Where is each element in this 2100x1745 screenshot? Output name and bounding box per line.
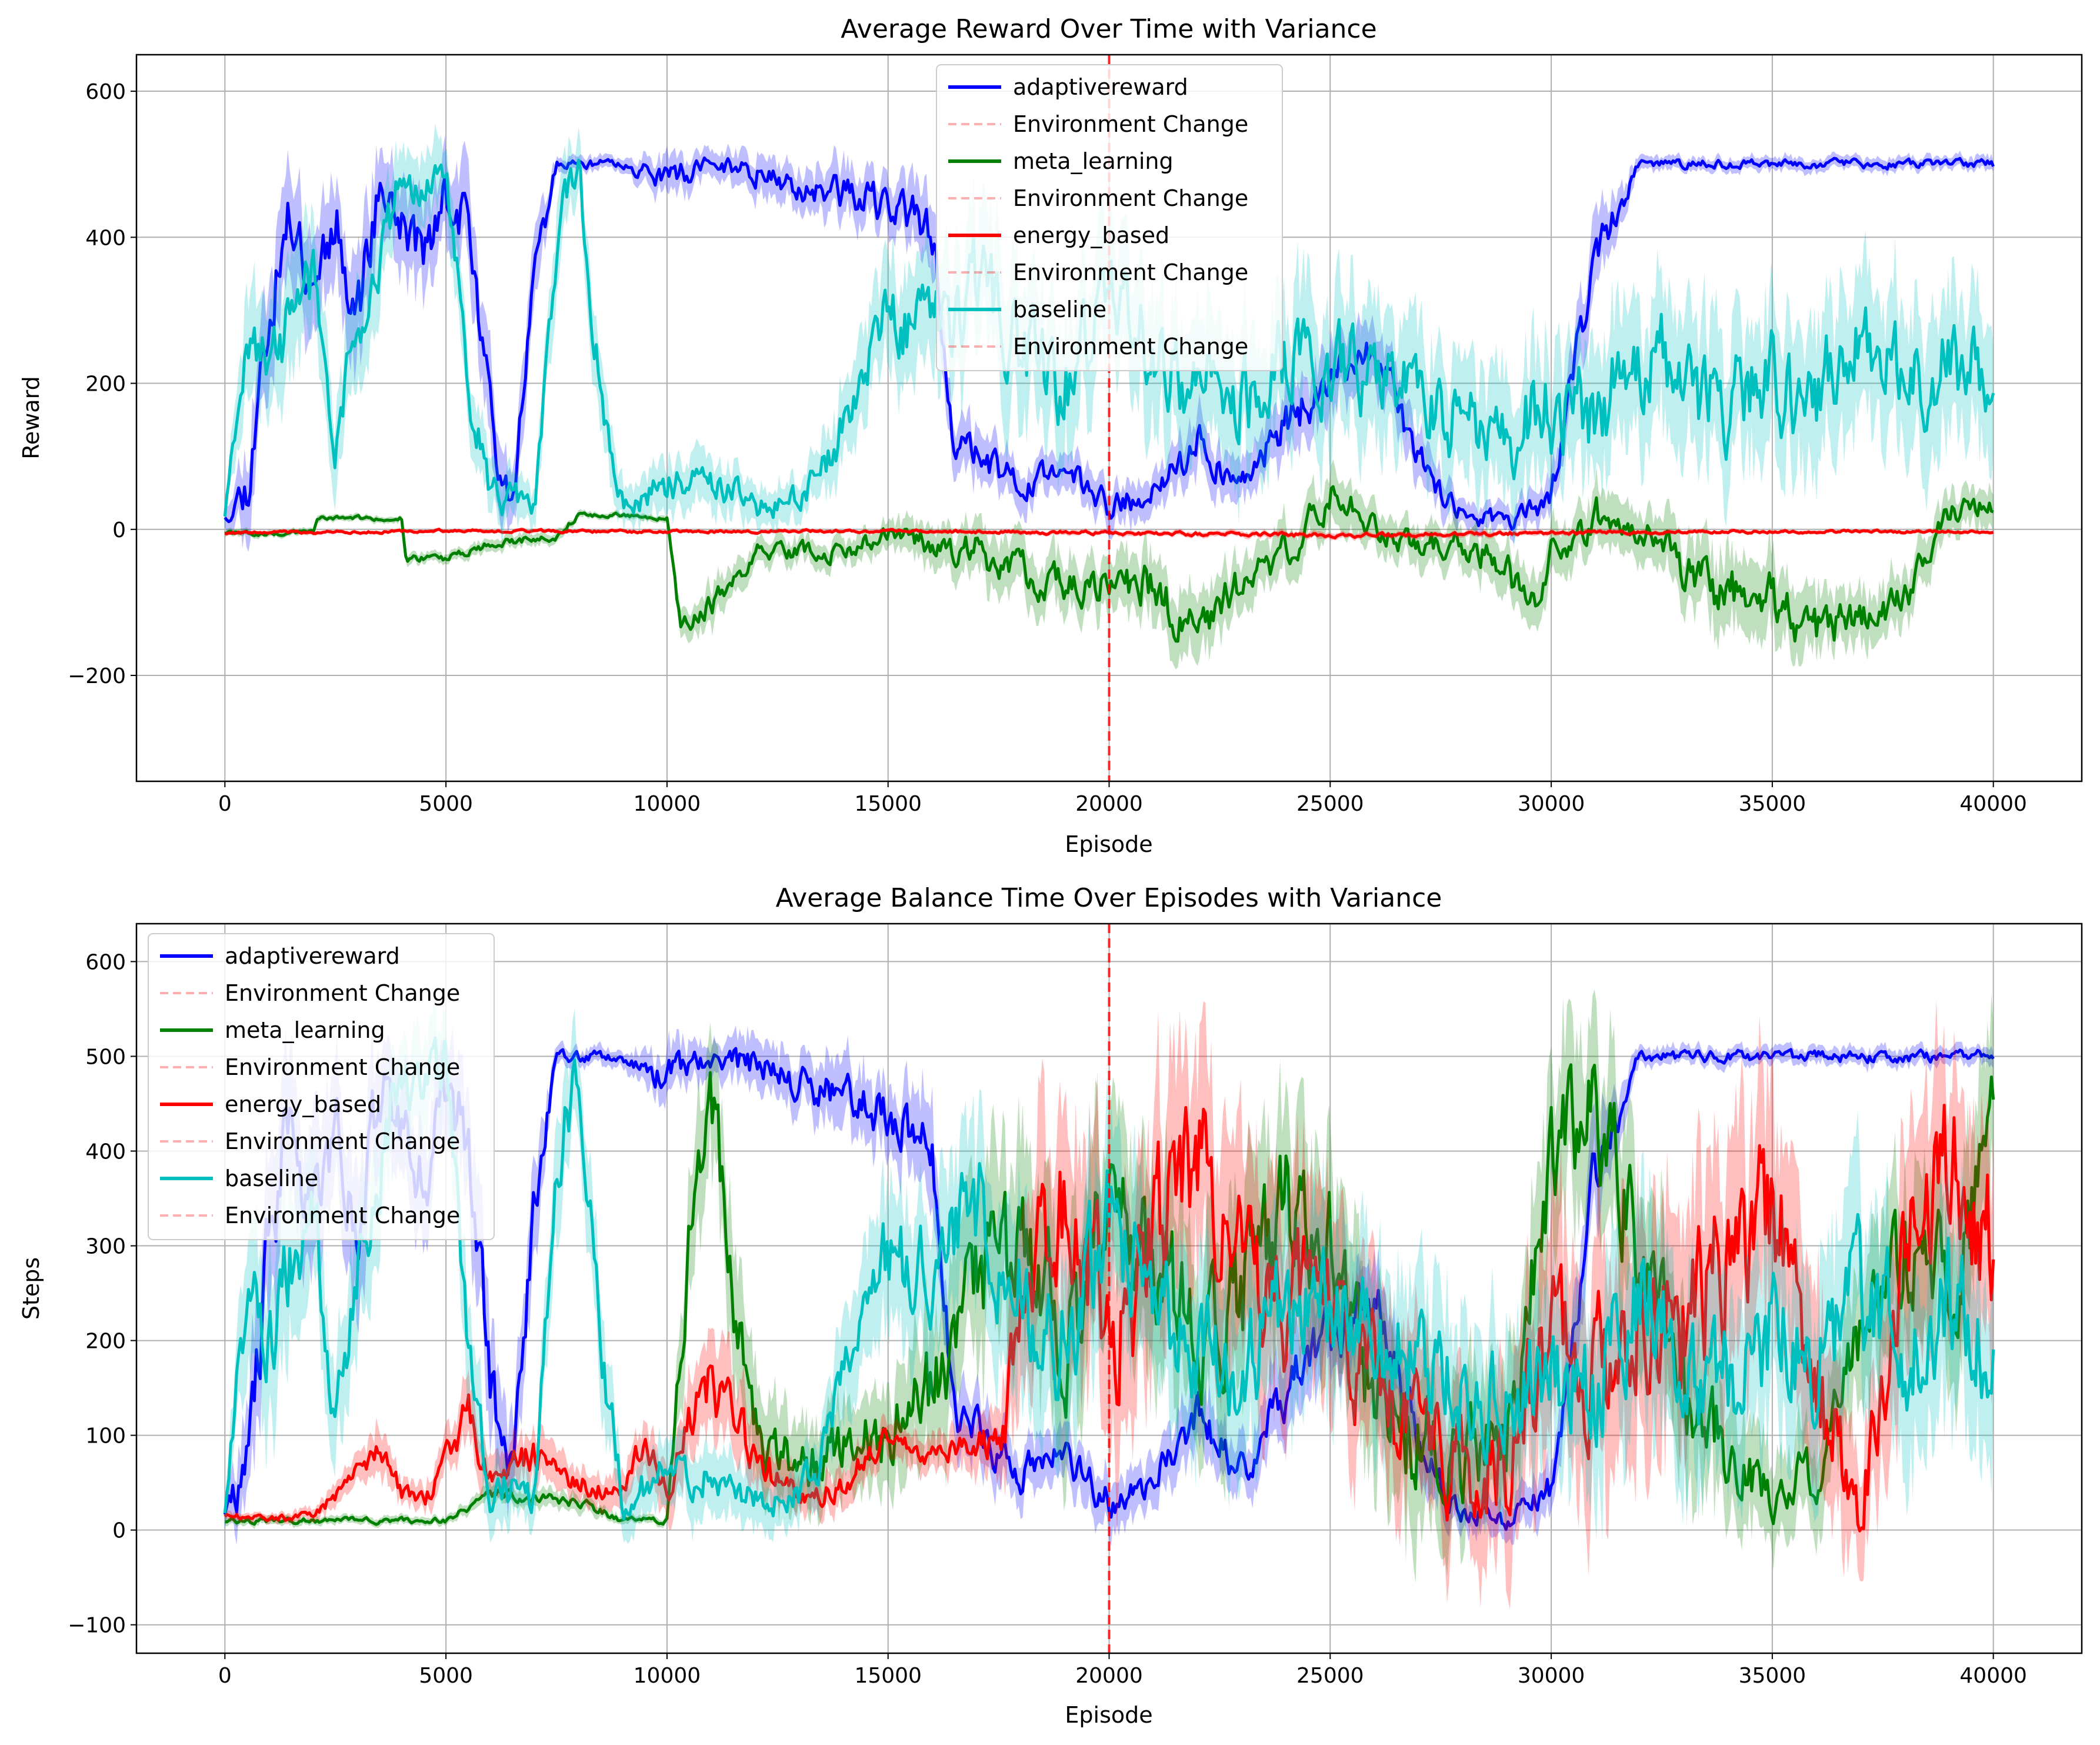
legend-label: baseline: [225, 1165, 318, 1191]
balance-y-ticks: −100 0 100 200 300 400 500 600: [68, 950, 136, 1638]
reward-x-axis-label: Episode: [1065, 831, 1152, 857]
x-tick-label: 15000: [854, 1664, 922, 1688]
reward-chart-title: Average Reward Over Time with Variance: [841, 14, 1376, 44]
x-tick-label: 20000: [1075, 1664, 1143, 1688]
legend-label: Environment Change: [225, 1203, 460, 1228]
legend-label: adaptivereward: [1013, 74, 1188, 100]
y-tick-label: 600: [85, 950, 126, 974]
balance-x-axis-label: Episode: [1065, 1702, 1152, 1728]
legend-box: [148, 933, 495, 1240]
x-tick-label: 10000: [634, 1664, 701, 1688]
legend-label: adaptivereward: [225, 943, 400, 969]
legend-label: baseline: [1013, 297, 1106, 322]
series-line-baseline: [223, 1036, 1995, 1521]
x-tick-label: 40000: [1959, 1664, 2027, 1688]
legend-label: Environment Change: [1013, 259, 1248, 285]
y-tick-label: 500: [85, 1045, 126, 1069]
x-tick-label: 30000: [1518, 792, 1585, 816]
legend-label: meta_learning: [225, 1017, 385, 1043]
x-tick-label: 20000: [1075, 792, 1143, 816]
y-tick-label: 0: [112, 518, 126, 542]
legend-label: Environment Change: [225, 1128, 460, 1154]
y-tick-label: 100: [85, 1424, 126, 1448]
y-tick-label: 200: [85, 1330, 126, 1354]
legend-label: Environment Change: [225, 1054, 460, 1080]
legend-label: Environment Change: [1013, 334, 1248, 359]
y-tick-label: 300: [85, 1235, 126, 1259]
y-tick-label: 0: [112, 1519, 126, 1543]
legend-label: Environment Change: [225, 980, 460, 1006]
reward-y-axis-label: Reward: [18, 376, 44, 459]
legend-label: energy_based: [1013, 222, 1169, 248]
series-line-meta_learning: [224, 485, 1994, 643]
reward-x-ticks: 0 5000 10000 15000 20000 25000 30000 35000 40000: [218, 781, 2027, 816]
x-tick-label: 5000: [419, 792, 473, 816]
reward-y-ticks: −200 0 200 400 600: [68, 80, 136, 688]
y-tick-label: −100: [68, 1614, 126, 1638]
legend-label: energy_based: [225, 1091, 381, 1117]
x-tick-label: 15000: [854, 792, 922, 816]
series-line-adaptivereward: [223, 1047, 1995, 1531]
legend-label: meta_learning: [1013, 148, 1174, 174]
balance-x-ticks: 0 5000 10000 15000 20000 25000 30000 35000 40000: [218, 1653, 2027, 1688]
x-tick-label: 30000: [1518, 1664, 1585, 1688]
series-band-meta_learning: [225, 459, 1994, 670]
reward-chart: Average Reward Over Time with Variance 0…: [18, 14, 2083, 857]
y-tick-label: −200: [68, 664, 126, 688]
balance-chart-title: Average Balance Time Over Episodes with …: [776, 883, 1442, 913]
reward-legend: adaptivereward Environment Change meta_lea…: [936, 64, 1283, 371]
y-tick-label: 400: [85, 226, 126, 250]
legend-label: Environment Change: [1013, 185, 1248, 211]
balance-y-axis-label: Steps: [18, 1257, 44, 1320]
x-tick-label: 10000: [634, 792, 701, 816]
balance-chart: Average Balance Time Over Episodes with …: [18, 883, 2083, 1728]
x-tick-label: 0: [218, 792, 232, 816]
legend-label: Environment Change: [1013, 111, 1248, 137]
legend-box: [936, 64, 1283, 371]
y-tick-label: 400: [85, 1140, 126, 1164]
x-tick-label: 5000: [419, 1664, 473, 1688]
x-tick-label: 25000: [1296, 792, 1364, 816]
x-tick-label: 35000: [1739, 1664, 1806, 1688]
y-tick-label: 600: [85, 80, 126, 104]
x-tick-label: 40000: [1959, 792, 2027, 816]
x-tick-label: 25000: [1296, 1664, 1364, 1688]
x-tick-label: 35000: [1739, 792, 1806, 816]
x-tick-label: 0: [218, 1664, 232, 1688]
y-tick-label: 200: [85, 372, 126, 397]
balance-legend: adaptivereward Environment Change meta_lea…: [148, 933, 495, 1240]
